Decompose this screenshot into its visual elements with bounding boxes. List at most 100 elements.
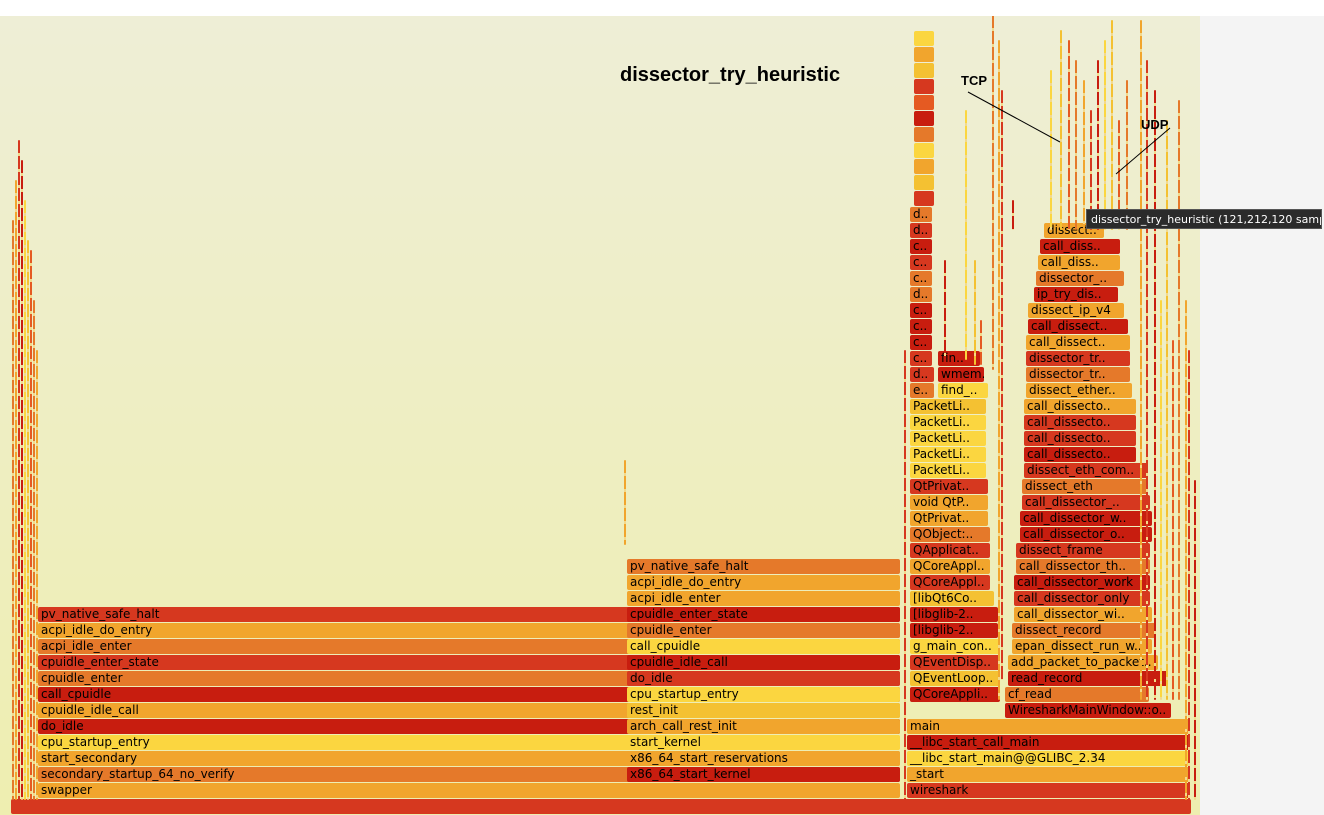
kernel-stack-frame[interactable]: cpuidle_enter_state	[627, 607, 900, 622]
deep-stack-frame[interactable]	[914, 175, 934, 190]
qt-stack-frame[interactable]: c..	[910, 351, 932, 366]
deep-stack-frame[interactable]	[914, 63, 934, 78]
deep-stack-frame[interactable]	[914, 79, 934, 94]
qt-stack-frame[interactable]: PacketLi..	[910, 447, 986, 462]
qt-stack-frame[interactable]: c..	[910, 271, 932, 286]
kernel-stack-frame[interactable]: cpuidle_enter	[627, 623, 900, 638]
dissect-stack-frame[interactable]: call_dissecto..	[1024, 415, 1136, 430]
kernel-stack-frame[interactable]: cpuidle_idle_call	[627, 655, 900, 670]
dissect-stack-frame[interactable]: add_packet_to_packet..	[1008, 655, 1158, 670]
qt-stack-frame[interactable]: PacketLi..	[910, 399, 986, 414]
qt-stack-frame[interactable]: QCoreAppl..	[910, 575, 990, 590]
kernel-stack-frame[interactable]: do_idle	[627, 671, 900, 686]
qt-stack-frame[interactable]: c..	[910, 255, 932, 270]
narrow-stack-sliver	[1146, 60, 1148, 700]
qt-stack-frame[interactable]: c..	[910, 335, 932, 350]
flame-graph[interactable]: swapper secondary_startup_64_no_verify sta…	[0, 16, 1200, 815]
dissect-stack-frame[interactable]: WiresharkMainWindow::o..	[1005, 703, 1171, 718]
qt-stack-frame[interactable]: QtPrivat..	[910, 479, 988, 494]
kernel-stack-frame[interactable]: acpi_idle_do_entry	[627, 575, 900, 590]
kernel-stack-frame[interactable]: acpi_idle_enter	[627, 591, 900, 606]
kernel-stack-frame[interactable]: cpu_startup_entry	[627, 687, 900, 702]
kernel-stack-frame[interactable]: call_cpuidle	[627, 639, 900, 654]
dissect-stack-frame[interactable]: call_dissect..	[1026, 335, 1130, 350]
wireshark-stack-frame[interactable]: __libc_start_main@@GLIBC_2.34	[907, 751, 1190, 766]
wireshark-stack-frame[interactable]: main	[907, 719, 1190, 734]
deep-stack-frame[interactable]	[914, 31, 934, 46]
kernel-stack-frame[interactable]: start_kernel	[627, 735, 900, 750]
qt-stack-frame[interactable]: QApplicat..	[910, 543, 990, 558]
qt-stack-frame[interactable]: [libglib-2..	[910, 607, 998, 622]
dissect-stack-frame[interactable]: call_dissect..	[1028, 319, 1128, 334]
wireshark-stack-frame[interactable]: __libc_start_call_main	[907, 735, 1190, 750]
dissect-stack-frame[interactable]: dissect_eth	[1022, 479, 1148, 494]
qt-stack-frame[interactable]: d..	[910, 223, 932, 238]
qt-stack-frame[interactable]: QCoreAppl..	[910, 559, 990, 574]
dissect-stack-frame[interactable]: call_dissector_w..	[1020, 511, 1152, 526]
deep-stack-frame[interactable]	[914, 191, 934, 206]
qt-stack-frame[interactable]: QCoreAppli..	[910, 687, 1000, 702]
root-frame[interactable]	[11, 799, 1191, 814]
dissect-stack-frame[interactable]: dissector_tr..	[1026, 351, 1130, 366]
dissect-stack-frame[interactable]: epan_dissect_run_w..	[1012, 639, 1152, 654]
dissect-stack-frame[interactable]: cf_read	[1005, 687, 1149, 702]
qt-stack-frame[interactable]: void QtP..	[910, 495, 988, 510]
dissect-stack-frame[interactable]: dissect_frame	[1016, 543, 1150, 558]
frame-label: call_dissector_wi..	[1017, 607, 1125, 621]
deep-stack-frame[interactable]	[914, 47, 934, 62]
dissect-stack-frame[interactable]: read_record	[1008, 671, 1168, 686]
find-stack-frame[interactable]: find_..	[938, 383, 988, 398]
wireshark-stack-frame[interactable]: _start	[907, 767, 1190, 782]
qt-stack-frame[interactable]: PacketLi..	[910, 431, 986, 446]
kernel-stack-frame[interactable]: x86_64_start_kernel	[627, 767, 900, 782]
find-stack-frame[interactable]: wmem..	[938, 367, 984, 382]
dissect-stack-frame[interactable]: call_dissector_o..	[1020, 527, 1152, 542]
swapper-stack-frame[interactable]: swapper	[38, 783, 900, 798]
kernel-stack-frame[interactable]: pv_native_safe_halt	[627, 559, 900, 574]
qt-stack-frame[interactable]: PacketLi..	[910, 463, 986, 478]
deep-stack-frame[interactable]	[914, 127, 934, 142]
qt-stack-frame[interactable]: e..	[910, 383, 934, 398]
dissect-stack-frame[interactable]: call_diss..	[1040, 239, 1120, 254]
deep-stack-frame[interactable]	[914, 143, 934, 158]
deep-stack-frame[interactable]	[914, 111, 934, 126]
dissect-stack-frame[interactable]: ip_try_dis..	[1034, 287, 1118, 302]
qt-stack-frame[interactable]: QEventLoop..	[910, 671, 1000, 686]
dissect-stack-frame[interactable]: call_dissector_th..	[1016, 559, 1150, 574]
qt-stack-frame[interactable]: g_main_con..	[910, 639, 1000, 654]
wireshark-stack-frame[interactable]: wireshark	[907, 783, 1190, 798]
qt-stack-frame[interactable]: d..	[910, 367, 934, 382]
kernel-stack-frame[interactable]: rest_init	[627, 703, 900, 718]
dissect-stack-frame[interactable]: call_diss..	[1038, 255, 1120, 270]
deep-stack-frame[interactable]	[914, 159, 934, 174]
qt-stack-frame[interactable]: QtPrivat..	[910, 511, 988, 526]
dissect-stack-frame[interactable]: call_dissecto..	[1024, 431, 1136, 446]
kernel-stack-frame[interactable]: x86_64_start_reservations	[627, 751, 900, 766]
qt-stack-frame[interactable]: QObject:..	[910, 527, 990, 542]
dissect-stack-frame[interactable]: dissect_ip_v4	[1028, 303, 1124, 318]
find-stack-frame[interactable]: fin..	[938, 351, 980, 366]
dissect-stack-frame[interactable]: dissect_record	[1012, 623, 1156, 638]
dissect-stack-frame[interactable]: dissect_eth_com..	[1024, 463, 1148, 478]
dissect-stack-frame[interactable]: call_dissector_wi..	[1014, 607, 1152, 622]
dissect-stack-frame[interactable]: dissector_tr..	[1026, 367, 1130, 382]
dissect-stack-frame[interactable]: call_dissector_work	[1014, 575, 1150, 590]
qt-stack-frame[interactable]: d..	[910, 207, 932, 222]
dissect-stack-frame[interactable]: call_dissector_only	[1014, 591, 1150, 606]
frame-label: add_packet_to_packet..	[1011, 655, 1152, 669]
qt-stack-frame[interactable]: c..	[910, 239, 932, 254]
kernel-stack-frame[interactable]: arch_call_rest_init	[627, 719, 900, 734]
dissect-stack-frame[interactable]: call_dissecto..	[1024, 399, 1136, 414]
qt-stack-frame[interactable]: QEventDisp..	[910, 655, 1000, 670]
qt-stack-frame[interactable]: PacketLi..	[910, 415, 986, 430]
dissect-stack-frame[interactable]: call_dissecto..	[1024, 447, 1136, 462]
dissect-stack-frame[interactable]: dissector_..	[1036, 271, 1124, 286]
dissect-stack-frame[interactable]: call_dissector_..	[1022, 495, 1150, 510]
qt-stack-frame[interactable]: c..	[910, 319, 932, 334]
dissect-stack-frame[interactable]: dissect_ether..	[1026, 383, 1132, 398]
qt-stack-frame[interactable]: [libQt6Co..	[910, 591, 994, 606]
qt-stack-frame[interactable]: c..	[910, 303, 932, 318]
qt-stack-frame[interactable]: d..	[910, 287, 932, 302]
deep-stack-frame[interactable]	[914, 95, 934, 110]
qt-stack-frame[interactable]: [libglib-2..	[910, 623, 998, 638]
